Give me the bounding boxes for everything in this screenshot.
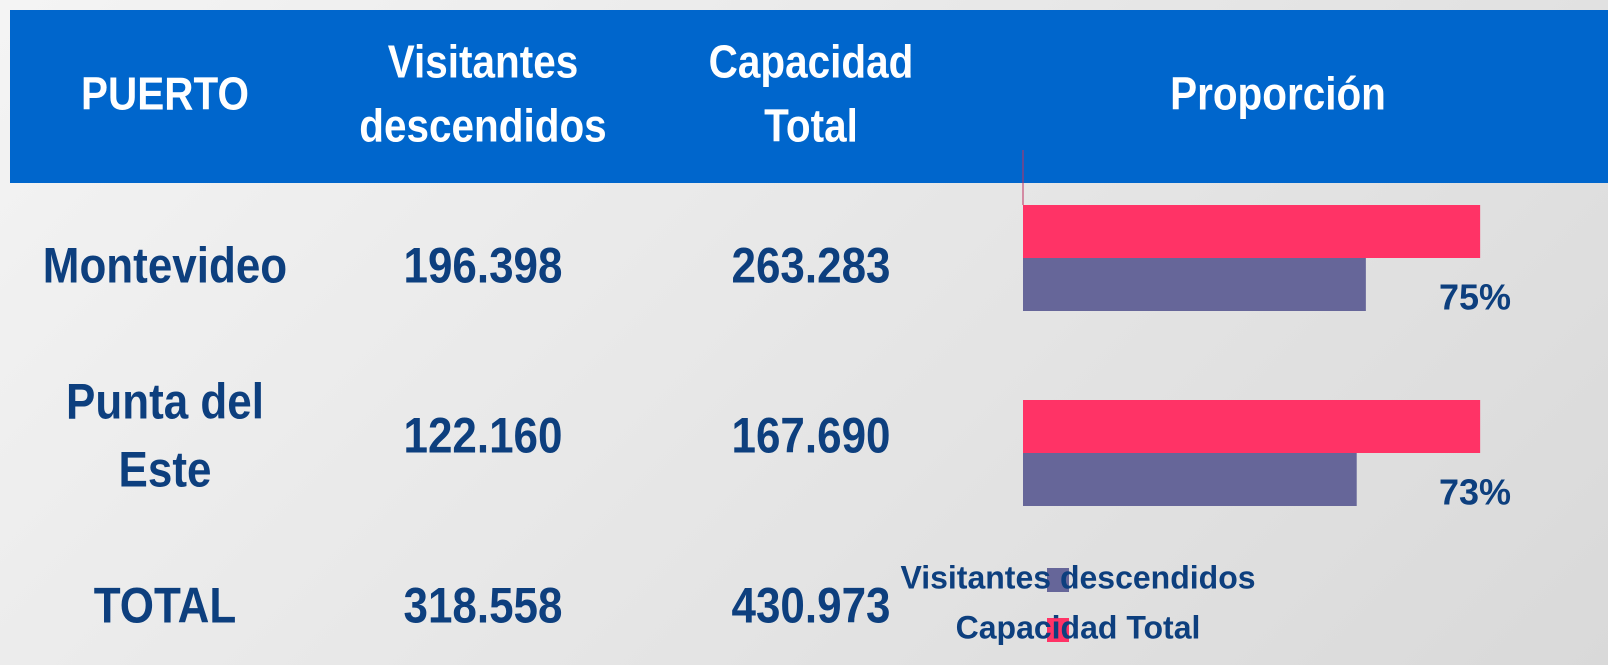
header-band (10, 10, 1608, 183)
legend-label: Visitantes descendidos (900, 559, 1255, 595)
bar-label: 75% (1439, 277, 1511, 318)
bar (1023, 453, 1357, 506)
bar (1023, 258, 1366, 311)
bar (1023, 400, 1481, 453)
legend-swatch (1047, 568, 1069, 592)
body-cell: 122.160 (403, 408, 562, 464)
bar-label: 73% (1439, 472, 1511, 513)
legend-label: Capacidad Total (956, 609, 1201, 645)
body-cell: 196.398 (403, 238, 562, 294)
body-cell: Punta del Este (66, 374, 264, 498)
header-cell: PUERTO (81, 70, 249, 121)
body-cell: Montevideo (43, 238, 287, 294)
body-cell: 430.973 (731, 578, 890, 634)
legend-swatch (1047, 618, 1069, 642)
header-cell: Capacidad Total (709, 38, 914, 153)
body-cell: 167.690 (731, 408, 890, 464)
bar (1023, 205, 1481, 258)
body-cell: TOTAL (94, 578, 237, 634)
header-cell: Visitantes descendidos (359, 38, 606, 153)
header-cell: Proporción (1170, 70, 1386, 121)
body-cell: 263.283 (731, 238, 890, 294)
body-cell: 318.558 (403, 578, 562, 634)
